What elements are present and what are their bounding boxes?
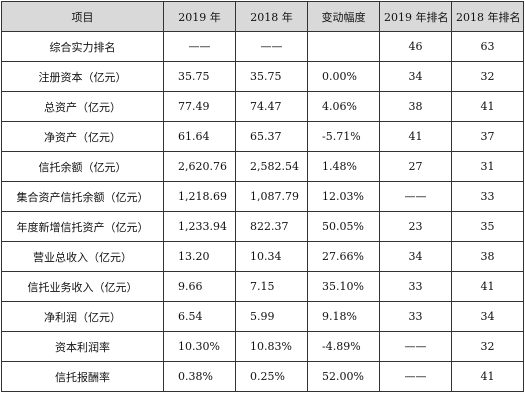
- cell-rank-2018: 31: [451, 151, 524, 182]
- cell-item: 年度新增信托资产（亿元）: [1, 211, 164, 242]
- cell-change: 27.66%: [307, 241, 380, 272]
- header-2019: 2019 年: [163, 1, 236, 32]
- cell-rank-2018: 63: [451, 31, 524, 62]
- cell-rank-2018: 35: [451, 211, 524, 242]
- table-row: 信托业务收入（亿元） 9.66 7.15 35.10% 33 41: [1, 271, 524, 302]
- cell-change: 50.05%: [307, 211, 380, 242]
- cell-item: 净资产（亿元）: [1, 121, 164, 152]
- cell-rank-2018: 34: [451, 301, 524, 332]
- table-row: 信托余额（亿元） 2,620.76 2,582.54 1.48% 27 31: [1, 151, 524, 182]
- header-rank-2018: 2018 年排名: [451, 1, 524, 32]
- cell-2018: 822.37: [235, 211, 308, 242]
- cell-change: 1.48%: [307, 151, 380, 182]
- cell-rank-2019: 23: [379, 211, 452, 242]
- table-row: 信托报酬率 0.38% 0.25% 52.00% —— 41: [1, 361, 524, 392]
- cell-2018: 35.75: [235, 61, 308, 92]
- table-row: 总资产（亿元） 77.49 74.47 4.06% 38 41: [1, 91, 524, 122]
- header-rank-2019: 2019 年排名: [379, 1, 452, 32]
- table-header-row: 项目 2019 年 2018 年 变动幅度 2019 年排名 2018 年排名: [1, 1, 524, 32]
- cell-item: 营业总收入（亿元）: [1, 241, 164, 272]
- cell-rank-2018: 41: [451, 271, 524, 302]
- cell-2019: 1,233.94: [163, 211, 236, 242]
- cell-item: 净利润（亿元）: [1, 301, 164, 332]
- cell-rank-2018: 41: [451, 361, 524, 392]
- cell-change: 52.00%: [307, 361, 380, 392]
- cell-item: 信托业务收入（亿元）: [1, 271, 164, 302]
- cell-2019: 2,620.76: [163, 151, 236, 182]
- cell-change: [307, 31, 380, 62]
- cell-2018: 10.83%: [235, 331, 308, 362]
- cell-2018: 2,582.54: [235, 151, 308, 182]
- table-row: 年度新增信托资产（亿元） 1,233.94 822.37 50.05% 23 3…: [1, 211, 524, 242]
- cell-2019: 9.66: [163, 271, 236, 302]
- cell-item: 总资产（亿元）: [1, 91, 164, 122]
- cell-change: 35.10%: [307, 271, 380, 302]
- cell-rank-2018: 32: [451, 331, 524, 362]
- table-row: 净利润（亿元） 6.54 5.99 9.18% 33 34: [1, 301, 524, 332]
- cell-item: 信托余额（亿元）: [1, 151, 164, 182]
- cell-rank-2019: 34: [379, 61, 452, 92]
- cell-2019: 35.75: [163, 61, 236, 92]
- cell-rank-2019: ——: [379, 331, 452, 362]
- cell-2019: 77.49: [163, 91, 236, 122]
- cell-rank-2019: 33: [379, 271, 452, 302]
- cell-rank-2019: 33: [379, 301, 452, 332]
- cell-rank-2018: 33: [451, 181, 524, 212]
- table-body: 综合实力排名 —— —— 46 63 注册资本（亿元） 35.75 35.75 …: [1, 31, 524, 392]
- header-2018: 2018 年: [235, 1, 308, 32]
- cell-2018: 7.15: [235, 271, 308, 302]
- cell-2019: 61.64: [163, 121, 236, 152]
- cell-change: -5.71%: [307, 121, 380, 152]
- table-row: 注册资本（亿元） 35.75 35.75 0.00% 34 32: [1, 61, 524, 92]
- cell-rank-2019: 34: [379, 241, 452, 272]
- cell-rank-2018: 38: [451, 241, 524, 272]
- cell-2019: 13.20: [163, 241, 236, 272]
- cell-item: 综合实力排名: [1, 31, 164, 62]
- header-change: 变动幅度: [307, 1, 380, 32]
- cell-2019: 6.54: [163, 301, 236, 332]
- cell-rank-2018: 32: [451, 61, 524, 92]
- cell-item: 资本利润率: [1, 331, 164, 362]
- cell-rank-2019: ——: [379, 361, 452, 392]
- cell-2018: 74.47: [235, 91, 308, 122]
- cell-2018: ——: [235, 31, 308, 62]
- cell-rank-2019: 27: [379, 151, 452, 182]
- cell-change: 9.18%: [307, 301, 380, 332]
- cell-2018: 10.34: [235, 241, 308, 272]
- cell-rank-2019: 46: [379, 31, 452, 62]
- table-row: 资本利润率 10.30% 10.83% -4.89% —— 32: [1, 331, 524, 362]
- cell-rank-2019: 38: [379, 91, 452, 122]
- cell-2019: 0.38%: [163, 361, 236, 392]
- cell-2019: 1,218.69: [163, 181, 236, 212]
- cell-2018: 1,087.79: [235, 181, 308, 212]
- cell-2018: 0.25%: [235, 361, 308, 392]
- table-row: 净资产（亿元） 61.64 65.37 -5.71% 41 37: [1, 121, 524, 152]
- cell-rank-2019: ——: [379, 181, 452, 212]
- cell-item: 信托报酬率: [1, 361, 164, 392]
- cell-change: -4.89%: [307, 331, 380, 362]
- table-row: 综合实力排名 —— —— 46 63: [1, 31, 524, 62]
- trust-company-metrics-table: 项目 2019 年 2018 年 变动幅度 2019 年排名 2018 年排名 …: [1, 1, 524, 392]
- cell-2019: ——: [163, 31, 236, 62]
- cell-2018: 5.99: [235, 301, 308, 332]
- header-item: 项目: [1, 1, 164, 32]
- cell-item: 集合资产信托余额（亿元）: [1, 181, 164, 212]
- cell-2018: 65.37: [235, 121, 308, 152]
- table-row: 营业总收入（亿元） 13.20 10.34 27.66% 34 38: [1, 241, 524, 272]
- cell-rank-2019: 41: [379, 121, 452, 152]
- data-table-container: 项目 2019 年 2018 年 变动幅度 2019 年排名 2018 年排名 …: [1, 1, 524, 392]
- cell-2019: 10.30%: [163, 331, 236, 362]
- cell-item: 注册资本（亿元）: [1, 61, 164, 92]
- cell-change: 0.00%: [307, 61, 380, 92]
- table-row: 集合资产信托余额（亿元） 1,218.69 1,087.79 12.03% ——…: [1, 181, 524, 212]
- cell-rank-2018: 37: [451, 121, 524, 152]
- cell-change: 4.06%: [307, 91, 380, 122]
- cell-rank-2018: 41: [451, 91, 524, 122]
- cell-change: 12.03%: [307, 181, 380, 212]
